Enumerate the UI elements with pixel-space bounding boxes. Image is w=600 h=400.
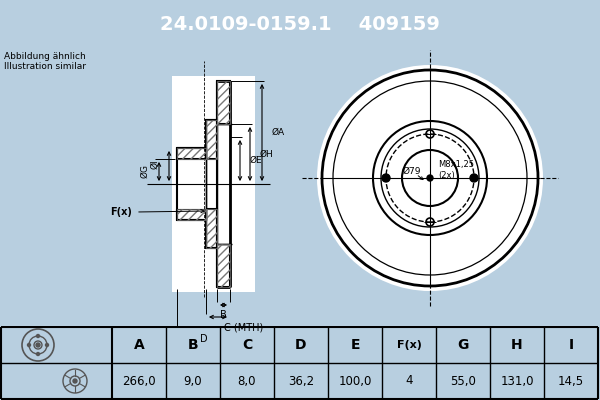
Text: B: B	[188, 338, 199, 352]
Text: E: E	[350, 338, 360, 352]
Bar	[217, 244, 230, 287]
Text: 266,0: 266,0	[122, 374, 156, 388]
Text: ØE: ØE	[250, 156, 263, 165]
Circle shape	[427, 175, 433, 181]
Text: G: G	[457, 338, 469, 352]
Text: 36,2: 36,2	[288, 374, 314, 388]
Bar	[217, 81, 230, 124]
Text: ØH: ØH	[260, 150, 274, 158]
Text: 4: 4	[405, 374, 413, 388]
Text: H: H	[511, 338, 523, 352]
Circle shape	[73, 379, 77, 383]
Circle shape	[46, 344, 49, 346]
Text: B: B	[220, 310, 227, 320]
Bar	[175, 159, 206, 209]
Text: Illustration similar: Illustration similar	[4, 62, 86, 71]
Bar	[177, 209, 206, 220]
Text: 24.0109-0159.1    409159: 24.0109-0159.1 409159	[160, 16, 440, 34]
Bar	[206, 120, 217, 159]
Bar	[217, 244, 230, 287]
Circle shape	[37, 334, 40, 338]
Text: 55,0: 55,0	[450, 374, 476, 388]
Text: A: A	[134, 338, 145, 352]
Circle shape	[28, 344, 31, 346]
Text: 8,0: 8,0	[238, 374, 256, 388]
Circle shape	[317, 65, 543, 291]
Text: ØG: ØG	[140, 164, 149, 178]
Text: C: C	[242, 338, 252, 352]
Bar	[217, 124, 230, 244]
Text: F(x): F(x)	[397, 340, 421, 350]
Bar	[177, 209, 206, 220]
Circle shape	[470, 174, 478, 182]
Bar	[206, 209, 217, 248]
Text: 100,0: 100,0	[338, 374, 371, 388]
Text: 9,0: 9,0	[184, 374, 202, 388]
Bar	[206, 209, 217, 248]
Circle shape	[36, 343, 40, 347]
Bar	[217, 81, 230, 124]
Text: 14,5: 14,5	[558, 374, 584, 388]
Text: Ø79: Ø79	[403, 166, 421, 176]
Circle shape	[37, 352, 40, 356]
Text: F(x): F(x)	[110, 207, 132, 217]
Text: I: I	[568, 338, 574, 352]
Text: 131,0: 131,0	[500, 374, 534, 388]
Bar	[206, 120, 217, 159]
Text: M8x1,25
(2x): M8x1,25 (2x)	[438, 160, 474, 180]
Text: D: D	[200, 334, 208, 344]
Text: Abbildung ähnlich: Abbildung ähnlich	[4, 52, 86, 61]
Bar	[177, 148, 206, 159]
Bar	[172, 76, 255, 292]
Text: C (MTH): C (MTH)	[224, 322, 263, 332]
Circle shape	[382, 174, 390, 182]
Text: D: D	[295, 338, 307, 352]
Text: ØI: ØI	[151, 159, 160, 169]
Text: ØA: ØA	[272, 128, 285, 137]
Bar	[177, 148, 206, 159]
